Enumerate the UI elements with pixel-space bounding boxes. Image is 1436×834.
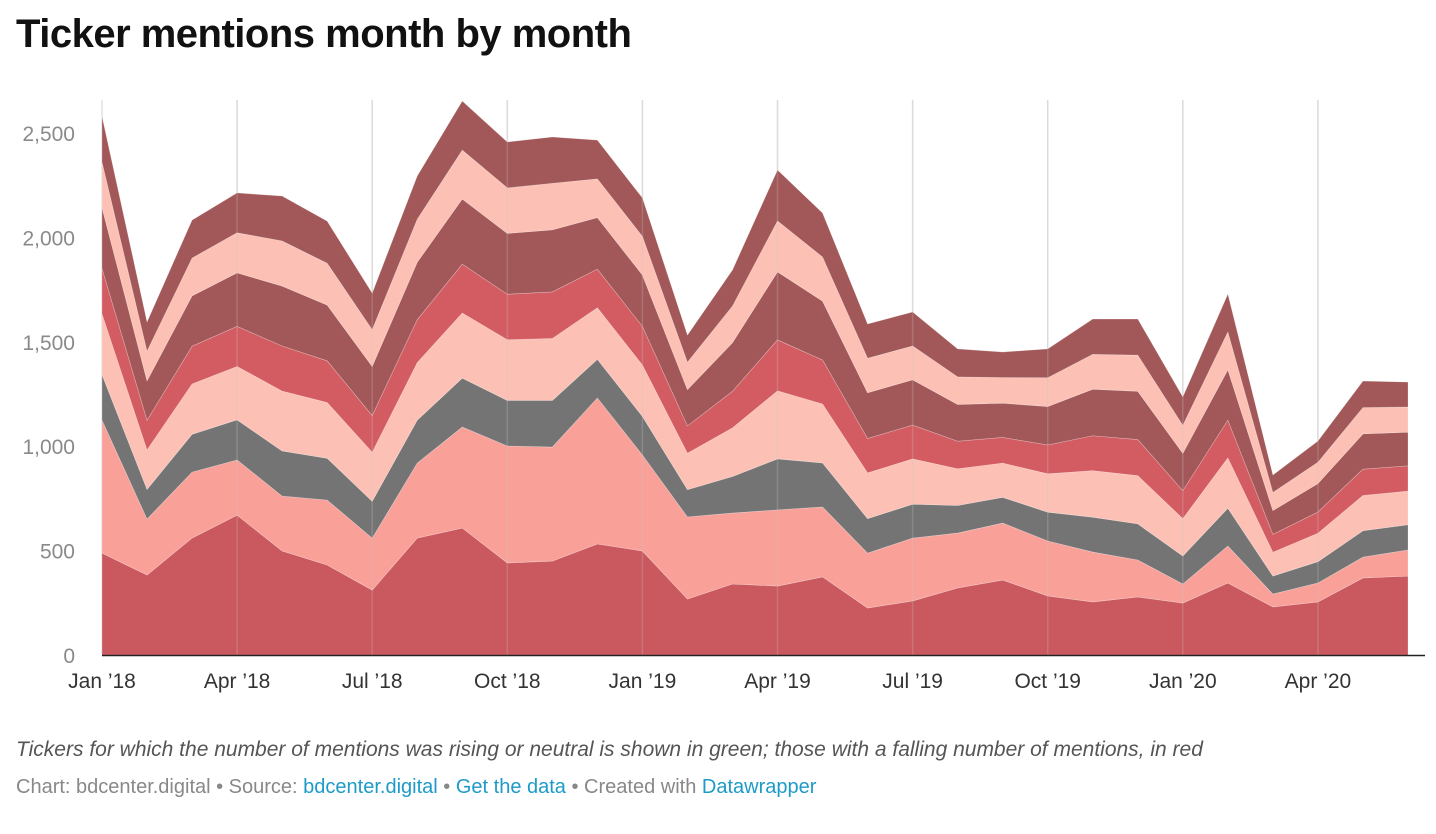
x-tick-label: Oct ’18 (474, 670, 541, 693)
footer-created-with: • Created with (565, 776, 702, 798)
footer-credit: Chart: bdcenter.digital • Source: (16, 776, 304, 798)
datawrapper-link[interactable]: Datawrapper (701, 776, 817, 798)
footer-separator: • (437, 776, 456, 798)
chart-footer: Chart: bdcenter.digital • Source: bdcent… (16, 776, 816, 799)
area-series-3 (101, 358, 1409, 595)
x-tick-label: Jan ’19 (609, 670, 677, 693)
area-series-5 (101, 263, 1409, 553)
area-series-8 (101, 100, 1409, 494)
area-series (101, 100, 1409, 656)
y-tick-label: 1,000 (22, 436, 75, 459)
x-tick-label: Jul ’19 (882, 670, 943, 693)
chart-title: Ticker mentions month by month (16, 12, 632, 56)
area-series-7 (101, 149, 1409, 511)
y-tick-label: 2,000 (22, 227, 75, 250)
x-tick-label: Oct ’19 (1014, 670, 1081, 693)
source-link[interactable]: bdcenter.digital (303, 776, 438, 798)
y-tick-label: 2,500 (22, 123, 75, 146)
grid-overlay (236, 100, 1319, 655)
x-tick-label: Jul ’18 (342, 670, 403, 693)
y-tick-label: 1,500 (22, 332, 75, 355)
x-tick-label: Jan ’18 (68, 670, 136, 693)
x-tick-label: Apr ’19 (744, 670, 811, 693)
y-axis: 0 500 1,000 1,500 2,000 2,500 (22, 123, 75, 668)
chart-notes: Tickers for which the number of mentions… (16, 738, 1203, 761)
x-tick-label: Apr ’20 (1285, 670, 1352, 693)
y-tick-label: 500 (40, 541, 75, 564)
y-tick-label: 0 (63, 645, 75, 668)
x-tick-label: Apr ’18 (204, 670, 271, 693)
x-axis: Jan ’18 Apr ’18 Jul ’18 Oct ’18 Jan ’19 Apr ’… (68, 670, 1351, 693)
x-tick-label: Jan ’20 (1149, 670, 1217, 693)
get-data-link[interactable]: Get the data (455, 776, 566, 798)
